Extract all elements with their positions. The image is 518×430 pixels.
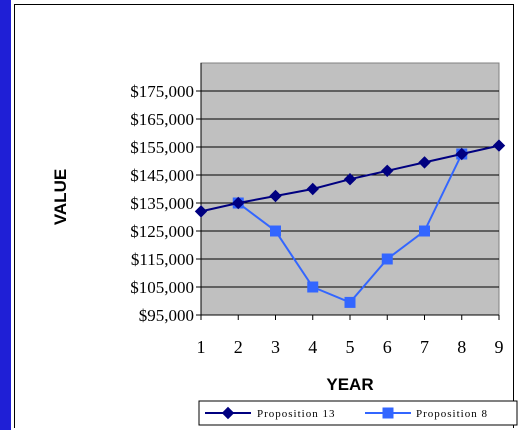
y-tick-label: $125,000	[130, 222, 194, 241]
legend-swatch-marker	[221, 406, 235, 420]
y-tick-label: $155,000	[130, 138, 194, 157]
data-point	[419, 225, 430, 237]
x-tick-label: 5	[346, 337, 355, 357]
y-tick-label: $135,000	[130, 194, 194, 213]
y-tick-label: $175,000	[130, 82, 194, 101]
plot-area	[200, 62, 500, 316]
left-accent-gap	[11, 0, 14, 430]
data-point	[381, 253, 393, 265]
x-tick-label: 8	[457, 337, 466, 357]
data-point	[381, 164, 394, 178]
left-accent-bar	[0, 0, 11, 430]
y-tick-label: $165,000	[130, 110, 194, 129]
x-tick-label: 1	[197, 337, 206, 357]
legend-swatch-marker	[382, 407, 394, 419]
data-point	[269, 189, 282, 203]
data-point	[194, 205, 208, 218]
x-tick-label: 4	[308, 337, 317, 357]
y-tick-label: $105,000	[130, 278, 194, 297]
data-point	[492, 139, 506, 152]
y-tick-label: $115,000	[131, 250, 194, 269]
x-tick-label: 2	[234, 337, 243, 357]
data-point	[455, 147, 468, 161]
data-point	[343, 172, 357, 186]
y-tick-label: $145,000	[130, 166, 194, 185]
x-tick-label: 7	[420, 337, 429, 357]
x-axis-title: YEAR	[326, 375, 373, 394]
data-point	[270, 225, 281, 237]
y-axis-title: VALUE	[51, 169, 70, 225]
legend-box	[198, 400, 518, 426]
data-point	[418, 156, 431, 169]
data-point	[232, 196, 245, 210]
x-tick-label: 6	[383, 337, 392, 357]
data-point	[306, 182, 319, 196]
legend-label: Proposition 13	[257, 408, 335, 420]
data-point	[344, 296, 356, 308]
x-tick-label: 9	[495, 337, 504, 357]
legend-label: Proposition 8	[416, 408, 488, 420]
x-tick-label: 3	[271, 337, 280, 357]
data-point	[307, 281, 319, 293]
y-tick-label: $95,000	[139, 306, 194, 325]
